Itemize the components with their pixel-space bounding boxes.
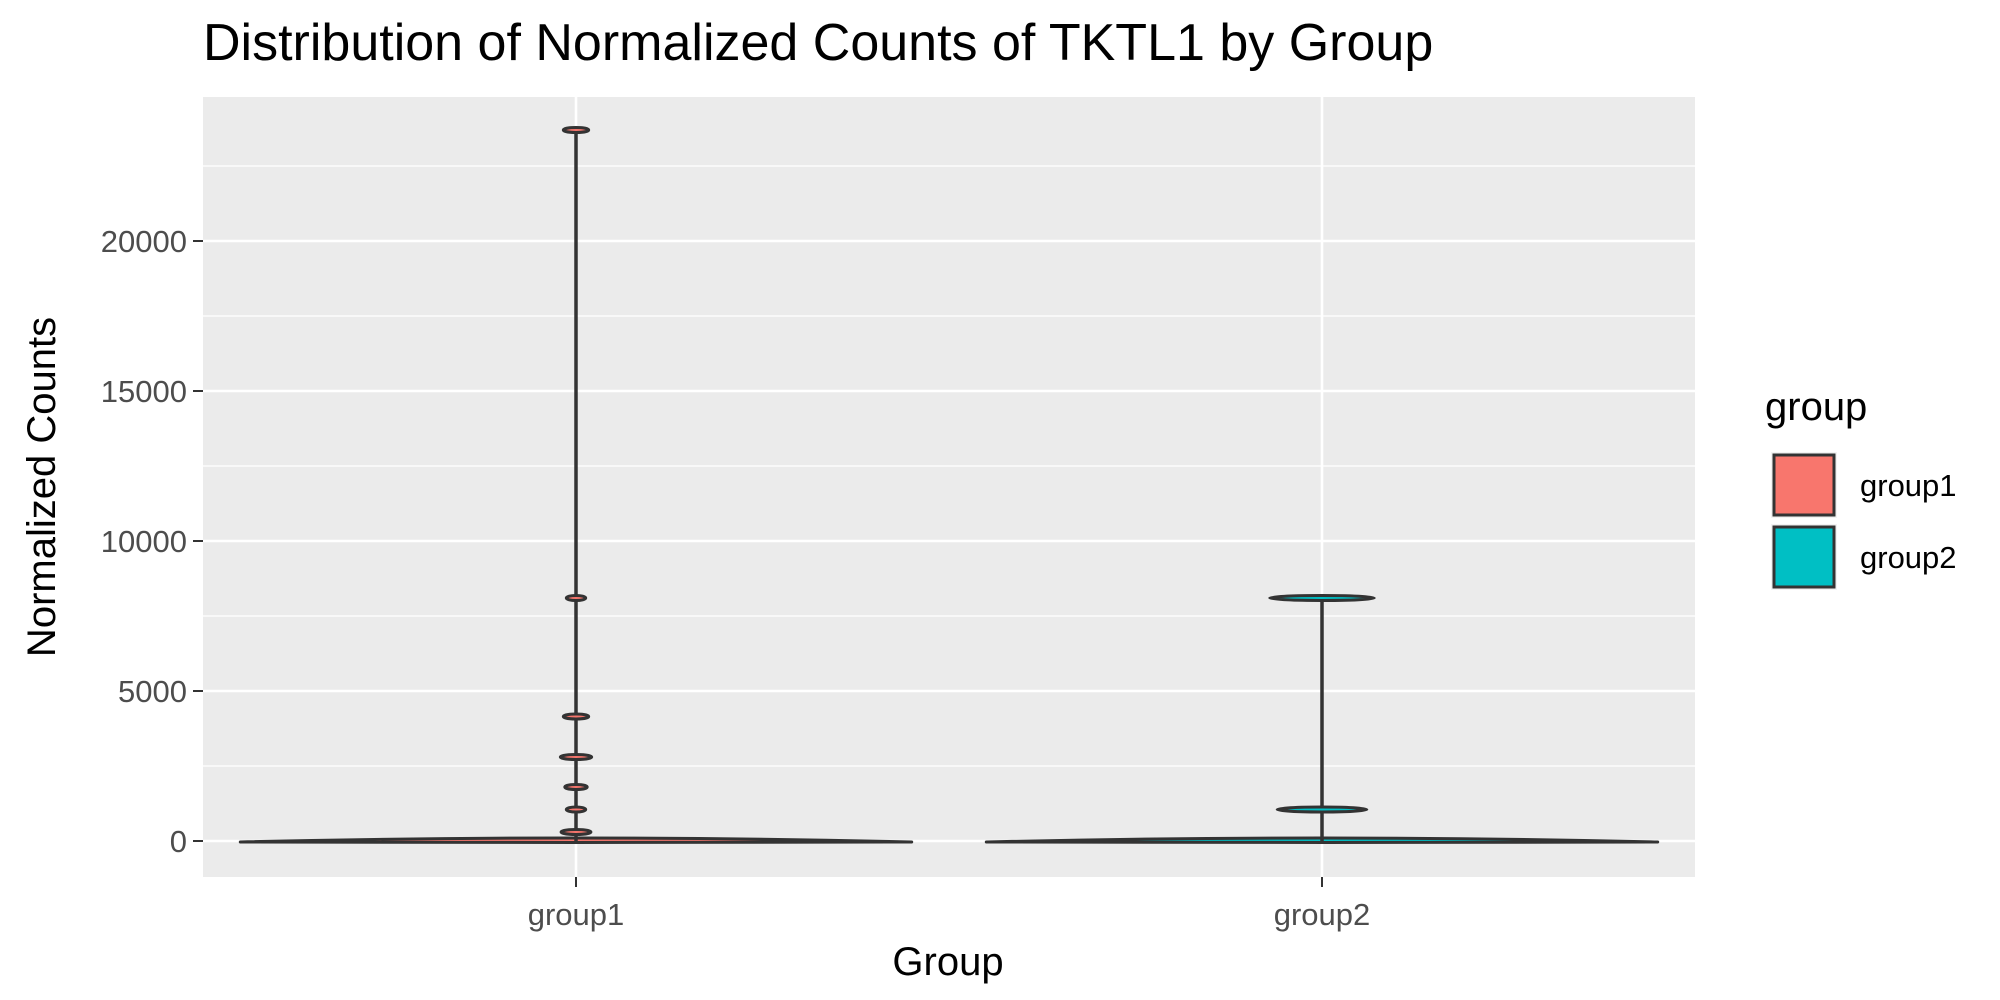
legend-key-group1 <box>1772 453 1836 517</box>
violin-bulge <box>559 828 593 836</box>
violin-bulge <box>1268 594 1376 602</box>
violin-bulge <box>1275 805 1369 814</box>
x-axis-title: Group <box>892 940 1003 984</box>
legend: group group1 group2 <box>1765 385 1957 590</box>
y-axis: 0 5000 10000 15000 20000 <box>101 224 203 859</box>
violin-bulge <box>561 712 591 721</box>
legend-items: group1 group2 <box>1771 452 1957 590</box>
violin-group2 <box>984 594 1660 844</box>
x-tick-label: group2 <box>1274 897 1371 932</box>
legend-key-group2 <box>1772 525 1836 589</box>
legend-title: group <box>1765 385 1867 429</box>
violin-group1 <box>238 126 914 844</box>
legend-label: group2 <box>1860 540 1957 575</box>
violin-bulge <box>564 594 588 602</box>
x-tick-label: group1 <box>528 897 625 932</box>
y-tick-label: 10000 <box>101 524 187 559</box>
violins <box>238 126 1660 844</box>
violin-bulge <box>561 126 591 134</box>
y-tick-label: 0 <box>170 824 187 859</box>
violin-bulge <box>564 805 588 814</box>
y-tick-label: 20000 <box>101 224 187 259</box>
y-axis-title: Normalized Counts <box>20 317 64 657</box>
x-axis: group1 group2 <box>528 877 1371 932</box>
chart-title: Distribution of Normalized Counts of TKT… <box>203 14 1433 72</box>
legend-label: group1 <box>1860 468 1957 503</box>
y-tick-label: 15000 <box>101 374 187 409</box>
violin-bulge <box>563 783 589 791</box>
violin-bulge <box>558 753 594 761</box>
y-tick-label: 5000 <box>118 674 187 709</box>
plot-panel <box>203 97 1695 877</box>
